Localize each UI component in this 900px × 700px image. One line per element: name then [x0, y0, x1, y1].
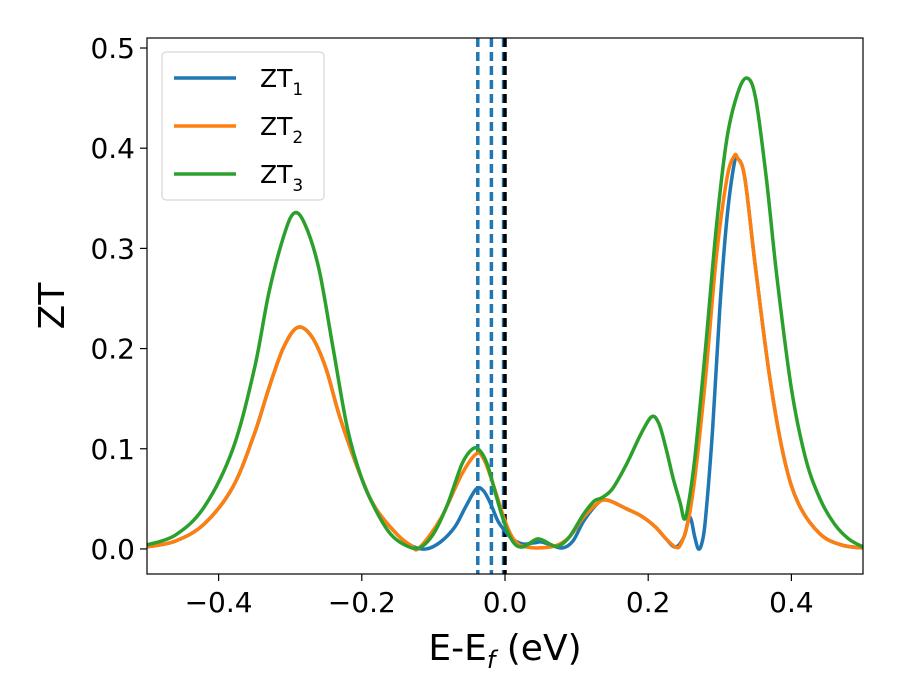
series-line-zt3: [147, 76, 863, 551]
legend-label-zt1: ZT1: [260, 64, 303, 100]
x-tick-label: 0.4: [769, 586, 814, 619]
y-tick-label: 0.3: [90, 232, 135, 265]
x-axis-title: E-Ef (eV): [428, 628, 581, 674]
y-tick-label: 0.0: [90, 533, 135, 566]
legend: ZT1 ZT2 ZT3: [161, 51, 325, 201]
y-tick-label: 0.2: [90, 333, 135, 366]
y-axis-title: ZT: [32, 282, 73, 330]
x-tick-label: 0.2: [626, 586, 671, 619]
x-tick-label: 0.0: [483, 586, 528, 619]
legend-label-zt3: ZT3: [260, 160, 303, 196]
legend-label-zt2: ZT2: [260, 112, 303, 148]
x-tick-label: −0.2: [328, 586, 396, 619]
legend-box: [161, 51, 325, 201]
x-axis-title-unit: (eV): [495, 628, 581, 669]
y-tick-label: 0.4: [90, 132, 135, 165]
x-tick-label: −0.4: [185, 586, 253, 619]
y-tick-label: 0.1: [90, 433, 135, 466]
y-tick-label: 0.5: [90, 32, 135, 65]
